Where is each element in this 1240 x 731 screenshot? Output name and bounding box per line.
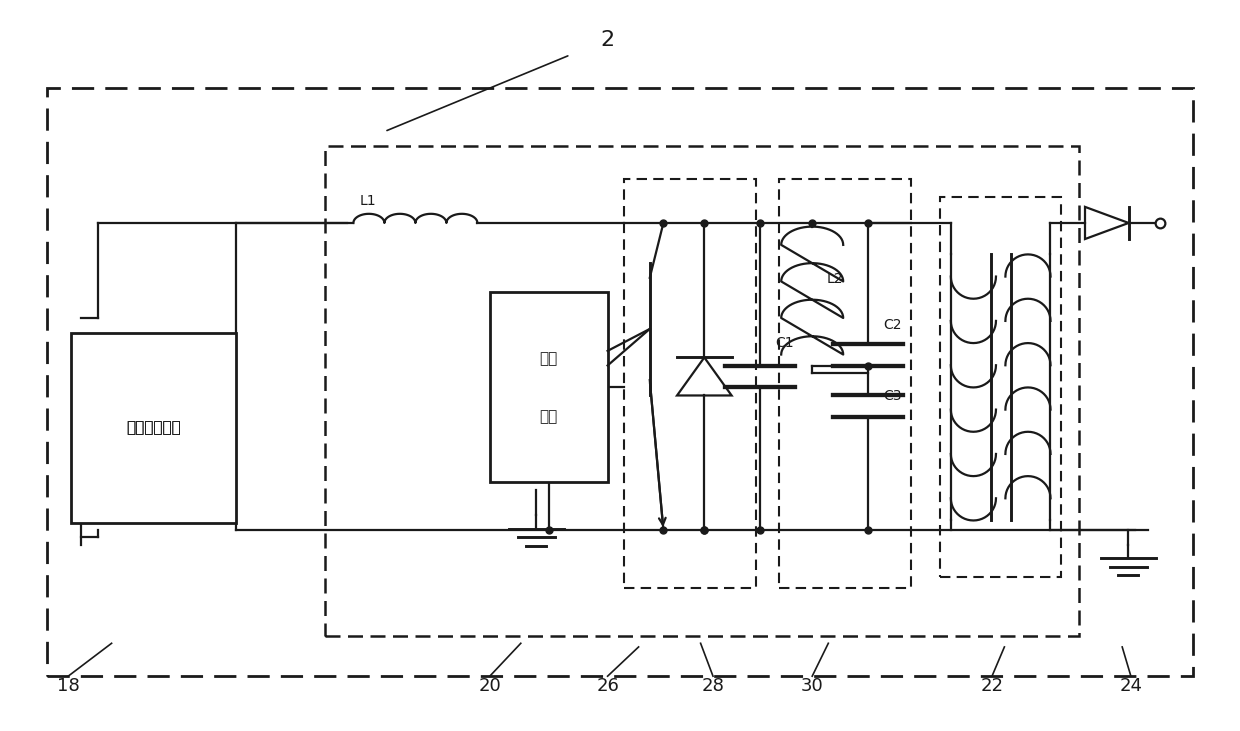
Text: C1: C1 (775, 336, 794, 350)
Text: 直流电源模块: 直流电源模块 (125, 420, 181, 435)
Text: 22: 22 (981, 677, 1003, 694)
Text: 直流电源模块: 直流电源模块 (125, 420, 181, 435)
Text: 26: 26 (596, 677, 619, 694)
Text: C3: C3 (883, 389, 901, 403)
Bar (71, 333, 236, 523)
Text: L2: L2 (827, 272, 843, 287)
Text: 28: 28 (702, 677, 724, 694)
Text: L1: L1 (360, 194, 376, 208)
Text: 驱动: 驱动 (539, 351, 558, 366)
Text: 模块: 模块 (539, 409, 558, 424)
Text: 24: 24 (1120, 677, 1142, 694)
Bar (490, 292, 608, 482)
Text: 30: 30 (801, 677, 823, 694)
Text: 20: 20 (479, 677, 501, 694)
Text: 2: 2 (600, 30, 615, 50)
Text: 18: 18 (57, 677, 79, 694)
Text: C2: C2 (883, 318, 901, 332)
